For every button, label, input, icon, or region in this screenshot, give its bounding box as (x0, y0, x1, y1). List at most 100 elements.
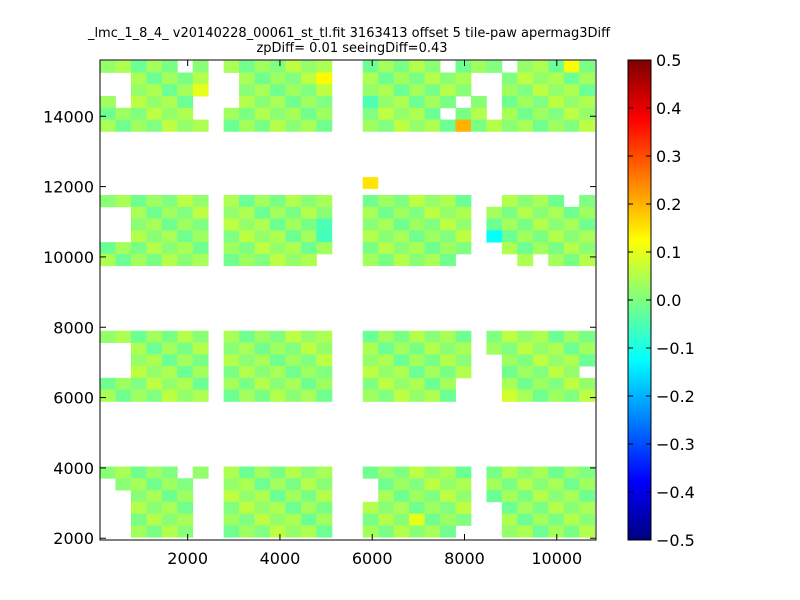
heatmap-cell (285, 195, 302, 208)
heatmap-cell (130, 354, 147, 367)
heatmap-cell (409, 84, 425, 97)
heatmap-cell (501, 330, 518, 343)
heatmap-cell (563, 525, 580, 538)
heatmap-cell (501, 366, 518, 379)
heatmap-cell (532, 195, 549, 208)
heatmap-cell (254, 513, 271, 526)
heatmap-cell (440, 342, 456, 355)
heatmap-cell (146, 60, 163, 73)
heatmap-cell (254, 490, 271, 503)
heatmap-cell (532, 242, 549, 255)
heatmap-cell (424, 366, 441, 379)
heatmap-cell (300, 96, 317, 109)
heatmap-cell (177, 84, 194, 97)
heatmap-cell (192, 242, 209, 255)
heatmap-cell (517, 195, 534, 208)
heatmap-cell (409, 230, 425, 243)
heatmap-cell (270, 342, 286, 355)
heatmap-cell (161, 501, 178, 515)
heatmap-cell (409, 389, 425, 402)
heatmap-cell (548, 230, 565, 243)
heatmap-cell (130, 478, 147, 491)
heatmap-cell (409, 342, 425, 355)
heatmap-cell (393, 60, 410, 73)
heatmap-cell (115, 253, 132, 267)
heatmap-cell (563, 72, 580, 85)
heatmap-cell (300, 513, 317, 526)
heatmap-cell (192, 195, 209, 208)
heatmap-cell (440, 96, 456, 109)
heatmap-cell (285, 119, 302, 132)
heatmap-cell (146, 354, 163, 367)
heatmap-cell (146, 466, 163, 479)
heatmap-cell (548, 107, 565, 120)
heatmap-cell (223, 60, 240, 73)
heatmap-cell (393, 242, 410, 255)
heatmap-cell (239, 84, 255, 97)
heatmap-cell (300, 60, 317, 73)
heatmap-cell (409, 206, 425, 219)
heatmap-cell (239, 366, 255, 379)
heatmap-cell (254, 377, 271, 391)
heatmap-cell (409, 218, 425, 231)
colorbar-tick-label: 0.2 (656, 195, 681, 214)
heatmap-cell (579, 195, 596, 208)
heatmap-cell (470, 96, 487, 109)
y-tick-label: 4000 (53, 459, 94, 478)
heatmap-cell (393, 206, 410, 219)
heatmap-cell (254, 342, 271, 355)
heatmap-cell (532, 490, 549, 503)
heatmap-cell (378, 525, 395, 538)
heatmap-cell (192, 206, 209, 219)
heatmap-cell (115, 478, 132, 491)
heatmap-cell (563, 513, 580, 526)
heatmap-cell (177, 206, 194, 219)
heatmap-cell (254, 330, 271, 343)
heatmap-cell (532, 478, 549, 491)
y-tick-label: 2000 (53, 529, 94, 548)
chart-title-line-2: zpDiff= 0.01 seeingDiff=0.43 (256, 41, 447, 56)
heatmap-cell (223, 354, 240, 367)
heatmap-cell (424, 107, 441, 120)
colorbar-tick-label: 0.3 (656, 147, 681, 166)
heatmap-cell (300, 84, 317, 97)
heatmap-cell (378, 342, 395, 355)
colorbar-tick-label: −0.2 (656, 387, 695, 406)
heatmap-cell (270, 366, 286, 379)
heatmap-cell (254, 60, 271, 73)
heatmap-cell (100, 96, 116, 109)
heatmap-cell (501, 513, 518, 526)
heatmap-cell (177, 525, 194, 538)
heatmap-cell (316, 342, 333, 355)
heatmap-cell (563, 242, 580, 255)
heatmap-cell (409, 366, 425, 379)
heatmap-cell (270, 107, 286, 120)
heatmap-cell (517, 218, 534, 231)
heatmap-cell (517, 377, 534, 391)
plot-frame (99, 59, 597, 541)
heatmap-cell (548, 342, 565, 355)
heatmap-cell (254, 107, 271, 120)
heatmap-cell (548, 218, 565, 231)
heatmap-cell (579, 478, 596, 491)
heatmap-cell (300, 490, 317, 503)
heatmap-cell (130, 84, 147, 97)
heatmap-cell (440, 242, 456, 255)
heatmap-cell (270, 72, 286, 85)
heatmap-cell (532, 218, 549, 231)
heatmap-cell (254, 242, 271, 255)
heatmap-cell (378, 72, 395, 85)
heatmap-cell (192, 330, 209, 343)
heatmap-cell (501, 466, 518, 479)
heatmap-cell (579, 342, 596, 355)
heatmap-cell (548, 242, 565, 255)
heatmap-cell (548, 330, 565, 343)
heatmap-cell (362, 466, 379, 479)
heatmap-cell (501, 377, 518, 391)
heatmap-cell (455, 230, 472, 243)
heatmap-cell (517, 490, 534, 503)
heatmap-cell (115, 195, 132, 208)
heatmap-cell (362, 354, 379, 367)
heatmap-cell (378, 60, 395, 73)
heatmap-cell (393, 330, 410, 343)
